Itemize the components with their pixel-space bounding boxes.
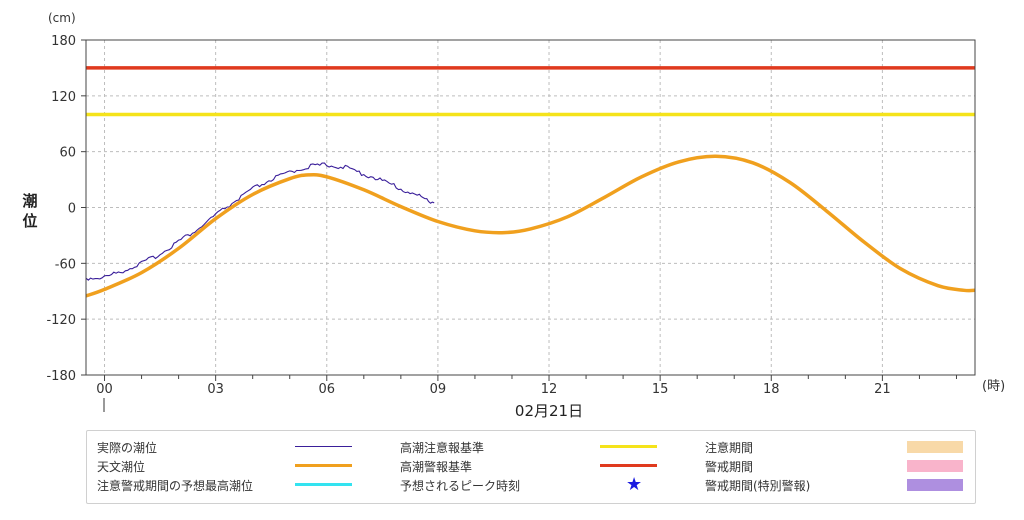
- legend-swatch: [295, 446, 352, 447]
- y-axis-label-char: 潮: [22, 192, 37, 210]
- legend-label: 高潮警報基準: [400, 460, 473, 474]
- x-tick-labels: 00 03 06 09 12 15 18 21: [96, 375, 957, 397]
- legend-label: 予想されるピーク時刻: [400, 479, 521, 493]
- y-tick-label: -120: [46, 313, 76, 328]
- series-observed-tide: [85, 162, 435, 281]
- legend-label: 警戒期間(特別警報): [705, 479, 811, 493]
- y-tick-label: -180: [46, 369, 76, 384]
- y-tick-label: -60: [55, 257, 76, 272]
- y-axis-label-char: 位: [22, 212, 37, 230]
- y-tick-label: 180: [51, 34, 76, 49]
- series-astronomical-tide: [85, 154, 976, 298]
- x-tick-label: 00: [96, 382, 113, 397]
- x-unit-label: (時): [982, 379, 1005, 394]
- legend-label: 注意期間: [705, 441, 754, 455]
- legend-label: 注意警戒期間の予想最高潮位: [97, 479, 254, 493]
- series-lines: [85, 154, 976, 298]
- y-tick-label: 0: [68, 202, 76, 217]
- x-tick-label: 12: [541, 382, 558, 397]
- threshold-lines: [86, 66, 975, 117]
- date-label: 02月21日: [515, 402, 583, 420]
- legend-label: 実際の潮位: [97, 441, 158, 455]
- y-tick-labels: -180 -120 -60 0 60 120 180: [46, 34, 86, 384]
- tide-chart: (cm) 潮位 -180 -120 -60 0 60 120 180 00 03 06 09 12 1…: [22, 11, 1005, 420]
- x-tick-label: 15: [652, 382, 669, 397]
- legend-swatch: [600, 464, 657, 467]
- y-unit-label: (cm): [48, 11, 76, 25]
- y-axis-label: 潮位: [22, 192, 37, 230]
- star-icon: ★: [626, 474, 643, 495]
- grid-lines: [86, 40, 975, 375]
- legend-swatch: [907, 479, 963, 491]
- legend-swatch: [295, 464, 352, 467]
- legend-swatch: [907, 441, 963, 453]
- y-tick-label: 60: [59, 146, 76, 161]
- x-tick-label: 03: [207, 382, 224, 397]
- y-tick-label: 120: [51, 90, 76, 105]
- x-tick-label: 21: [874, 382, 891, 397]
- legend: 実際の潮位天文潮位注意警戒期間の予想最高潮位 高潮注意報基準 高潮警報基準予想される…: [86, 430, 976, 504]
- legend-label: 天文潮位: [97, 460, 146, 474]
- legend-swatch: [600, 445, 657, 448]
- legend-swatch: [907, 460, 963, 472]
- x-tick-label: 06: [318, 382, 335, 397]
- x-tick-label: 09: [430, 382, 447, 397]
- legend-label: 高潮注意報基準: [400, 441, 485, 455]
- legend-label: 警戒期間: [705, 460, 754, 474]
- x-tick-label: 18: [763, 382, 780, 397]
- legend-swatch: [295, 483, 352, 486]
